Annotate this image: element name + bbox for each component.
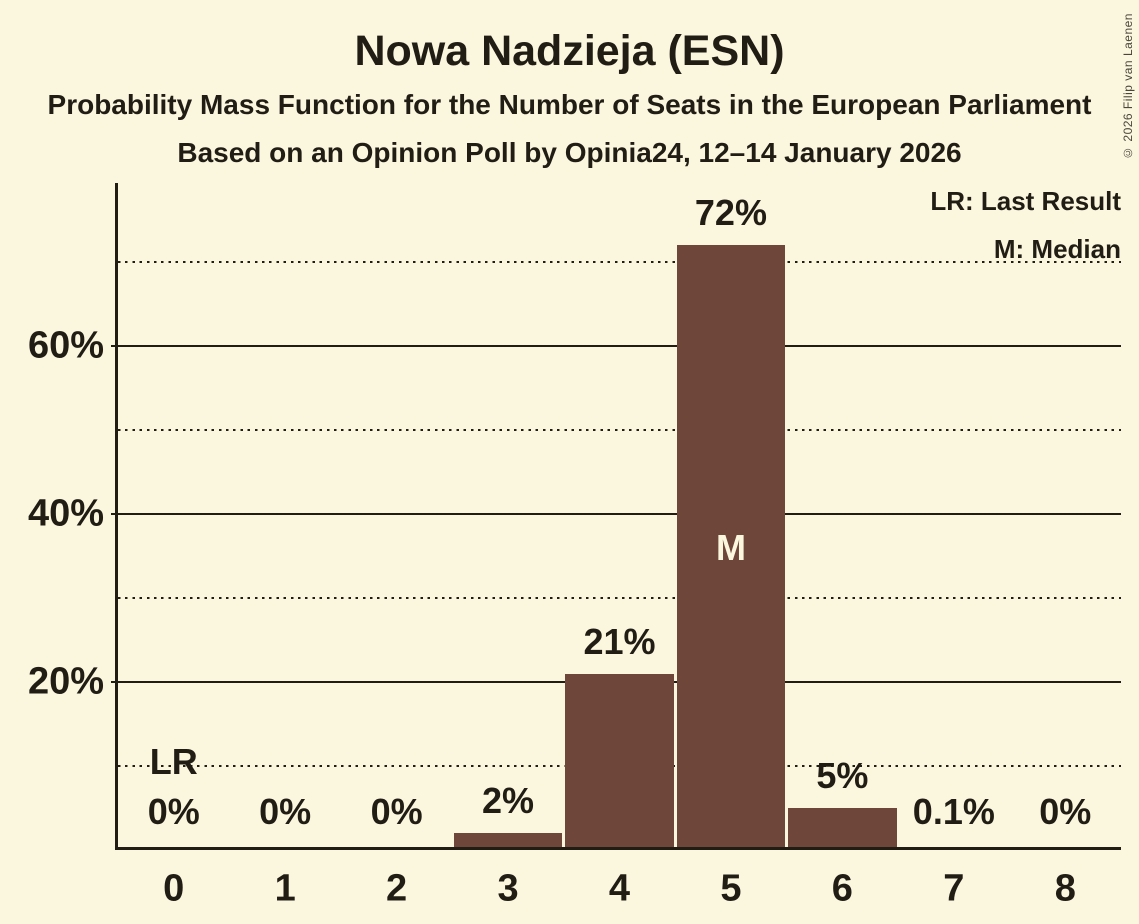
- gridline-minor-70: [118, 260, 1121, 263]
- copyright-notice: © 2026 Filip van Laenen: [1121, 13, 1135, 160]
- bar-value-label-seat-7: 0.1%: [912, 791, 995, 832]
- y-axis-tick-label-20: 20%: [27, 660, 104, 703]
- x-axis-tick-label-1: 1: [274, 867, 296, 910]
- bar-value-label-seat-2: 0%: [370, 791, 423, 832]
- chart-source-line: Based on an Opinion Poll by Opinia24, 12…: [177, 137, 962, 168]
- x-axis-tick-label-4: 4: [608, 867, 631, 910]
- chart-title: Nowa Nadzieja (ESN): [354, 27, 785, 75]
- x-axis-line: [115, 847, 1121, 850]
- bar-seat-5: [676, 245, 786, 850]
- bar-value-label-seat-6: 5%: [816, 755, 869, 796]
- bar-value-label-seat-1: 0%: [259, 791, 312, 832]
- median-marker: M: [715, 526, 746, 568]
- legend-last-result: LR: Last Result: [930, 186, 1121, 216]
- last-result-marker: LR: [149, 741, 198, 782]
- x-axis-tick-label-6: 6: [831, 867, 853, 910]
- gridline-major-40: [111, 512, 1121, 515]
- gridline-minor-50: [118, 428, 1121, 431]
- x-axis-tick-label-5: 5: [720, 867, 742, 910]
- chart-subtitle: Probability Mass Function for the Number…: [47, 89, 1092, 120]
- y-axis-tick-label-60: 60%: [27, 324, 104, 367]
- x-axis-tick-label-3: 3: [497, 867, 519, 910]
- bar-seat-6: [788, 808, 897, 850]
- x-axis-tick-label-7: 7: [943, 867, 965, 910]
- y-axis-tick-label-40: 40%: [27, 492, 104, 535]
- gridline-major-60: [111, 344, 1121, 347]
- x-axis-tick-label-2: 2: [386, 867, 408, 910]
- bar-value-label-seat-4: 21%: [583, 621, 656, 662]
- gridline-minor-30: [118, 596, 1121, 599]
- bar-seat-3: [453, 833, 563, 850]
- bar-value-label-seat-3: 2%: [482, 780, 535, 821]
- y-axis-line: [115, 183, 118, 850]
- bar-value-label-seat-8: 0%: [1039, 791, 1092, 832]
- bar-value-label-seat-0: 0%: [147, 791, 200, 832]
- bar-value-label-seat-5: 72%: [694, 192, 767, 233]
- x-axis-tick-label-0: 0: [163, 867, 185, 910]
- bar-seat-4: [565, 674, 674, 850]
- x-axis-tick-label-8: 8: [1054, 867, 1076, 910]
- legend-median: M: Median: [993, 234, 1121, 264]
